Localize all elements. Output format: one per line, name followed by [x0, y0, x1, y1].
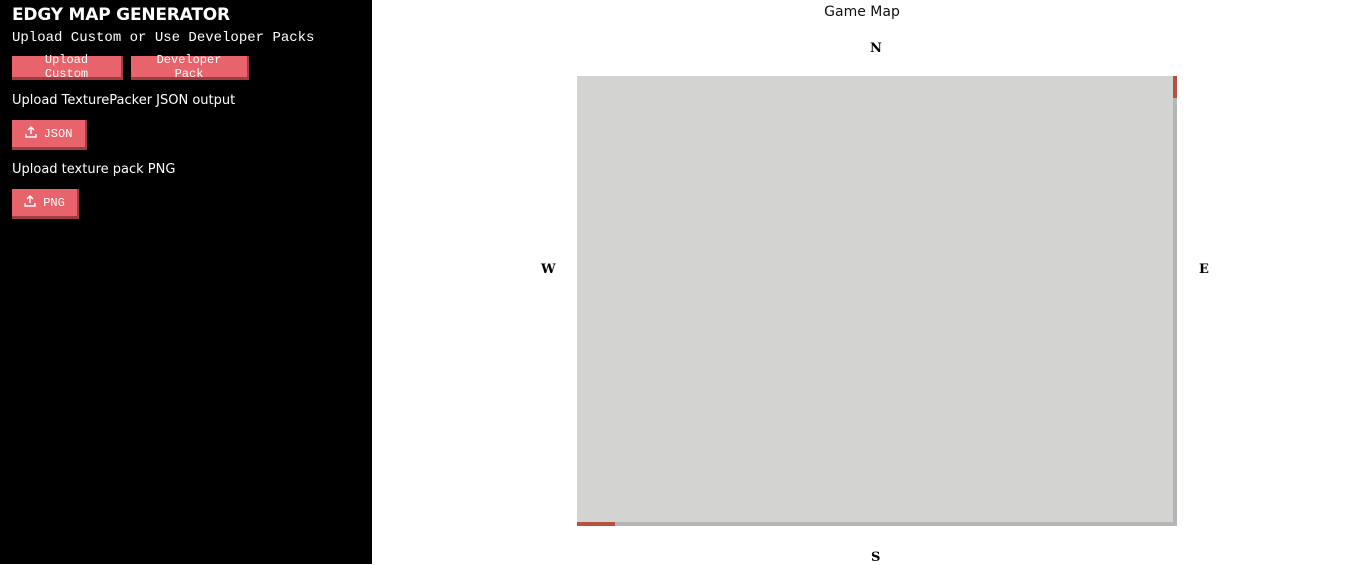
vertical-scrollbar-thumb[interactable]: [1173, 76, 1177, 98]
developer-pack-button[interactable]: Developer Pack: [131, 52, 249, 81]
game-map-canvas[interactable]: [577, 76, 1177, 526]
upload-icon: [24, 126, 37, 141]
png-upload-button[interactable]: PNG: [12, 189, 79, 219]
compass-west: W: [541, 262, 556, 277]
png-section-label: Upload texture pack PNG: [12, 162, 176, 177]
json-section-label: Upload TexturePacker JSON output: [12, 93, 236, 108]
pack-source-heading: Upload Custom or Use Developer Packs: [12, 30, 315, 46]
developer-pack-label: Developer Pack: [156, 52, 222, 81]
json-upload-button[interactable]: JSON: [12, 120, 87, 150]
upload-custom-button[interactable]: Upload Custom: [12, 52, 123, 81]
compass-south: S: [871, 550, 881, 565]
map-title: Game Map: [824, 4, 900, 20]
compass-east: E: [1199, 262, 1209, 277]
upload-icon: [24, 195, 36, 210]
horizontal-scrollbar-thumb[interactable]: [577, 522, 615, 526]
map-panel: Game Map N W E S: [372, 0, 1352, 565]
app-title: EDGY MAP GENERATOR: [12, 5, 230, 25]
sidebar: EDGY MAP GENERATOR Upload Custom or Use …: [0, 0, 372, 564]
json-button-label: JSON: [43, 126, 73, 141]
png-button-label: PNG: [43, 195, 65, 210]
upload-custom-label: Upload Custom: [44, 52, 89, 81]
compass-north: N: [870, 41, 882, 56]
